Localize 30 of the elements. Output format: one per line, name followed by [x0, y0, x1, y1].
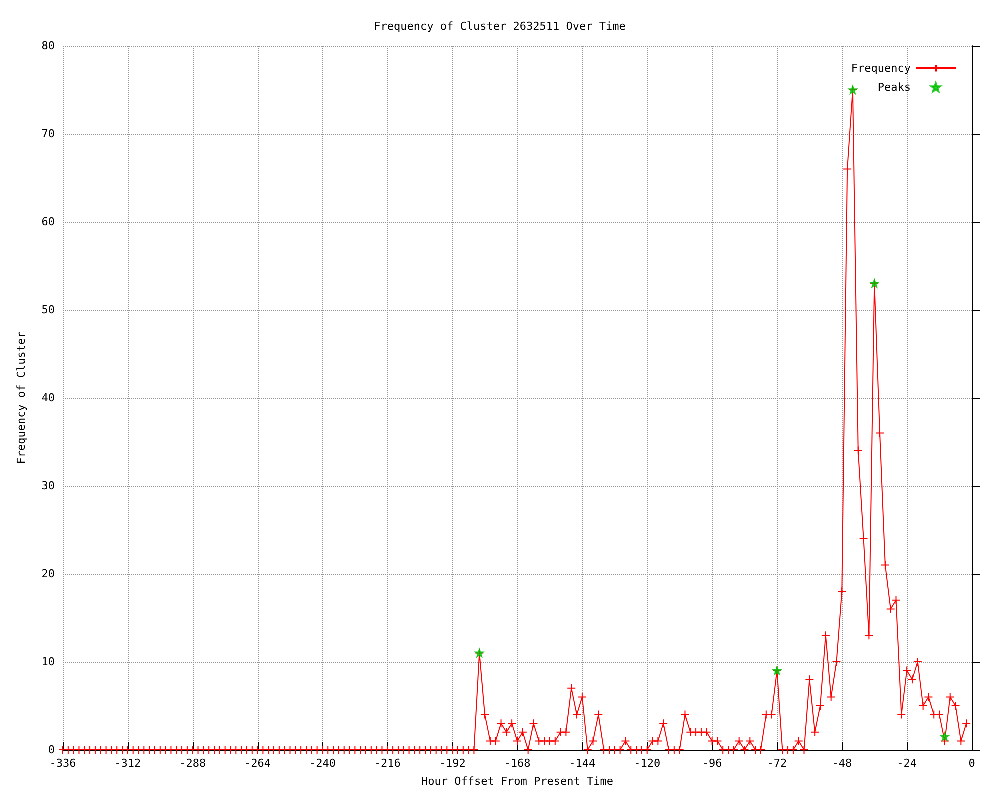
chart-title: Frequency of Cluster 2632511 Over Time: [374, 20, 626, 33]
x-tick-label: -96: [702, 757, 722, 770]
x-tick-label: -120: [634, 757, 661, 770]
x-tick-label: -192: [439, 757, 466, 770]
legend-label: Peaks: [878, 81, 911, 94]
x-axis-title: Hour Offset From Present Time: [421, 775, 614, 788]
y-tick-label: 10: [42, 656, 55, 668]
y-tick-label: 0: [48, 744, 55, 756]
x-tick-label: -216: [374, 757, 401, 770]
y-tick-label: 30: [42, 480, 55, 492]
x-tick-label: -240: [309, 757, 336, 770]
y-tick-label: 60: [42, 216, 55, 228]
y-tick-label: 20: [42, 568, 55, 580]
x-tick-label: -264: [244, 757, 272, 770]
x-tick-label: -48: [832, 757, 852, 770]
x-tick-label: -336: [50, 757, 76, 770]
y-tick-label: 80: [42, 40, 55, 52]
y-axis-title: Frequency of Cluster: [15, 331, 28, 464]
x-tick-label: -24: [897, 757, 918, 770]
y-tick-label: 40: [42, 392, 55, 404]
legend-label: Frequency: [851, 62, 912, 75]
point: [940, 732, 950, 742]
y-tick-label: 70: [42, 128, 55, 140]
y-tick-label: 50: [42, 304, 55, 316]
x-tick-label: 0: [968, 757, 976, 770]
x-tick-label: -288: [180, 757, 206, 770]
x-tick-label: -144: [569, 757, 596, 770]
x-tick-label: -72: [767, 757, 788, 770]
x-tick-label: -168: [504, 757, 531, 770]
x-tick-label: -312: [114, 757, 142, 770]
